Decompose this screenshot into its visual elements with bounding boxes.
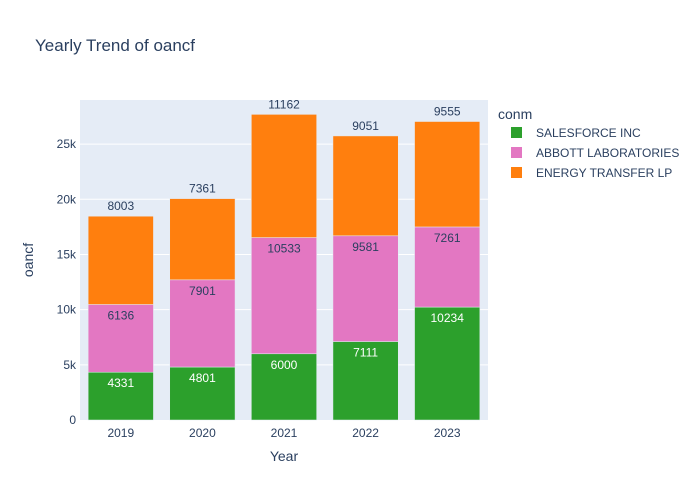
data-label: 4331: [107, 376, 134, 390]
y-tick-label: 5k: [63, 358, 77, 372]
data-label: 7361: [189, 182, 216, 196]
y-axis-title: oancf: [20, 243, 36, 277]
x-axis-ticks: 2019 2020 2021 2022 2023: [107, 426, 460, 440]
x-tick-label: 2023: [434, 426, 461, 440]
bar-segment[interactable]: [414, 121, 481, 228]
bars: [87, 114, 481, 421]
legend[interactable]: conm SALESFORCE INC ABBOTT LABORATORIES EN…: [498, 106, 679, 180]
data-label: 9555: [434, 105, 461, 119]
bar-segment[interactable]: [414, 306, 481, 421]
bar-segment[interactable]: [169, 198, 236, 281]
data-label: 7901: [189, 284, 216, 298]
data-label: 6136: [107, 309, 134, 323]
bar-segment[interactable]: [332, 135, 399, 237]
bar-labels: 4331 6136 8003 4801 7901 7361 6000 10533 11162 71…: [107, 97, 464, 390]
bar-segment[interactable]: [332, 235, 399, 342]
x-tick-label: 2020: [189, 426, 216, 440]
data-label: 6000: [271, 358, 298, 372]
legend-title: conm: [498, 106, 532, 122]
data-label: 10533: [267, 242, 301, 256]
bar-segment[interactable]: [251, 114, 317, 238]
legend-item-label[interactable]: ABBOTT LABORATORIES: [536, 146, 679, 160]
y-tick-label: 10k: [57, 303, 77, 317]
chart-title: Yearly Trend of oancf: [35, 36, 195, 55]
bar-segment[interactable]: [87, 215, 154, 305]
data-label: 9581: [352, 240, 379, 254]
data-label: 4801: [189, 371, 216, 385]
legend-item-label[interactable]: SALESFORCE INC: [536, 126, 641, 140]
bar-segment[interactable]: [169, 366, 236, 421]
bar-segment[interactable]: [251, 237, 317, 355]
bar-segment[interactable]: [87, 371, 154, 421]
x-tick-label: 2022: [352, 426, 379, 440]
data-label: 8003: [107, 199, 134, 213]
legend-swatch[interactable]: [511, 147, 522, 158]
x-axis-title: Year: [270, 448, 299, 464]
legend-swatch[interactable]: [511, 167, 522, 178]
x-tick-label: 2019: [107, 426, 134, 440]
y-axis-ticks: 0 5k 10k 15k 20k 25k: [57, 137, 77, 427]
y-tick-label: 15k: [57, 247, 77, 261]
y-tick-label: 20k: [57, 192, 77, 206]
bar-segment[interactable]: [169, 279, 236, 368]
data-label: 9051: [352, 119, 379, 133]
data-label: 10234: [431, 311, 465, 325]
data-label: 7261: [434, 231, 461, 245]
x-tick-label: 2021: [271, 426, 298, 440]
bar-segment[interactable]: [414, 226, 481, 308]
data-label: 11162: [268, 97, 300, 111]
y-tick-label: 25k: [57, 137, 77, 151]
data-label: 7111: [353, 346, 378, 360]
legend-swatch[interactable]: [511, 127, 522, 138]
y-tick-label: 0: [69, 413, 76, 427]
bar-segment[interactable]: [87, 304, 154, 373]
legend-item-label[interactable]: ENERGY TRANSFER LP: [536, 166, 672, 180]
bar-segment[interactable]: [332, 341, 399, 421]
